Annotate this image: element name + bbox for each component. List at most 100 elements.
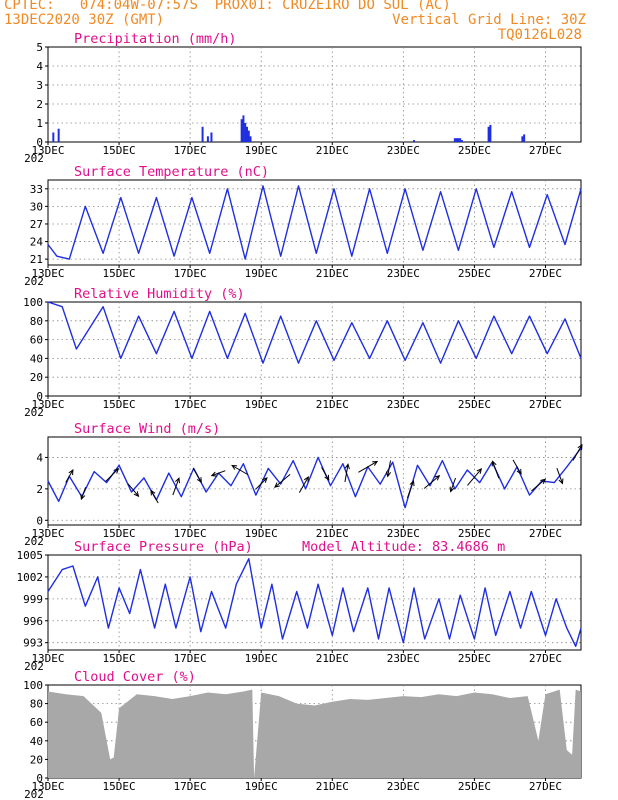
x-tick-label: 23DEC (387, 267, 420, 280)
wind-arrow (127, 483, 140, 498)
precip-bar (244, 123, 247, 142)
x-tick-label: 19DEC (245, 144, 278, 157)
wind-arrow (385, 460, 392, 478)
x-tick-label: 21DEC (316, 527, 349, 540)
x-tick-label: 25DEC (458, 780, 491, 793)
wind-arrow-head (449, 486, 455, 493)
y-tick-label: 80 (30, 315, 43, 328)
series-line (47, 558, 582, 647)
x-tick-label: 23DEC (387, 652, 420, 665)
wind-arrow (358, 460, 379, 473)
wind-arrow (449, 477, 457, 493)
cloud-cover-area (48, 689, 581, 778)
wind-arrow-shaft (192, 467, 202, 483)
precip-bar (489, 124, 492, 142)
y-tick-label: 0 (36, 772, 43, 785)
y-tick-label: 60 (30, 716, 43, 729)
panel-annotation: Model Altitude: 83.4686 m (302, 539, 505, 555)
wind-arrow (210, 470, 226, 477)
wind-arrow-head (196, 477, 202, 484)
wind-arrow-head (113, 467, 120, 474)
wind-arrow-shaft (274, 474, 291, 488)
wind-arrow-shaft (572, 444, 583, 461)
wind-arrow-shaft (105, 468, 119, 482)
panel-title: Precipitation (mm/h) (74, 31, 237, 47)
wind-arrow-shaft (423, 475, 440, 489)
y-tick-label: 40 (30, 735, 43, 748)
wind-arrow-head (175, 477, 180, 484)
series-line (47, 447, 582, 509)
y-tick-label: 999 (23, 593, 43, 606)
x-tick-label: 21DEC (316, 267, 349, 280)
x-tick-label: 21DEC (316, 144, 349, 157)
wind-arrow (531, 478, 547, 492)
x-tick-label: 15DEC (103, 398, 136, 411)
panel-frame (47, 301, 582, 397)
wind-arrow-head (540, 478, 547, 485)
wind-arrow-head (577, 443, 583, 450)
wind-arrow-shaft (492, 461, 500, 479)
panel-6: 0 20 40 60 80 100 13DEC 15DEC 17DEC 19DEC 21DEC 23D… (23, 669, 582, 800)
wind-arrow (231, 464, 248, 475)
x-tick-label: 15DEC (103, 144, 136, 157)
wind-arrow-head (476, 468, 483, 474)
source-label: CPTEC: (4, 0, 55, 13)
x-tick-label: 13DEC (31, 780, 64, 793)
x-tick-label: 25DEC (458, 144, 491, 157)
x-tick-label: 25DEC (458, 398, 491, 411)
x-tick-label: 23DEC (387, 398, 420, 411)
wind-arrow (80, 487, 87, 501)
wind-arrow-shaft (298, 476, 309, 493)
x-tick-label: 13DEC (31, 652, 64, 665)
x-tick-label: 13DEC (31, 527, 64, 540)
year-label: 202 (24, 535, 44, 548)
x-tick-label: 21DEC (316, 398, 349, 411)
precip-bar (521, 136, 524, 142)
y-tick-label: 20 (30, 753, 43, 766)
x-tick-label: 27DEC (529, 527, 562, 540)
x-tick-label: 21DEC (316, 780, 349, 793)
wind-arrow-head (344, 463, 350, 470)
wind-arrow (105, 467, 120, 482)
wind-arrow-head (231, 464, 238, 470)
wind-arrow-head (558, 478, 564, 485)
wind-arrow-shaft (150, 490, 159, 504)
coords-label: 074:04W-07:57S (79, 0, 198, 13)
wind-arrow-head (516, 468, 522, 475)
x-tick-label: 19DEC (245, 398, 278, 411)
y-tick-label: 21 (30, 253, 43, 266)
y-tick-label: 4 (36, 451, 43, 464)
x-tick-label: 25DEC (458, 267, 491, 280)
wind-arrow-shaft (387, 460, 392, 477)
precip-bar (52, 132, 55, 142)
panel-title: Relative Humidity (%) (74, 286, 245, 302)
wind-arrow-head (133, 491, 140, 498)
y-tick-label: 5 (36, 41, 43, 54)
y-tick-label: 30 (30, 200, 43, 213)
wind-arrow (192, 467, 202, 484)
precip-bar (523, 134, 526, 142)
year-label: 202 (24, 152, 44, 165)
x-tick-label: 17DEC (174, 780, 207, 793)
wind-arrow-shaft (80, 487, 87, 500)
y-tick-label: 2 (36, 483, 43, 496)
x-tick-label: 13DEC (31, 398, 64, 411)
wind-arrow-head (274, 482, 280, 488)
precip-bar (201, 126, 204, 142)
y-tick-label: 33 (30, 183, 43, 196)
panel-title: Cloud Cover (%) (74, 669, 196, 685)
x-tick-label: 17DEC (174, 527, 207, 540)
wind-arrow-head (68, 469, 74, 476)
wind-arrow-shaft (255, 477, 268, 490)
wind-arrow (172, 477, 180, 496)
x-tick-label: 19DEC (245, 267, 278, 280)
precip-bar (457, 138, 460, 142)
wind-arrow-shaft (344, 464, 349, 483)
precip-bar (487, 126, 490, 142)
y-tick-label: 20 (30, 371, 43, 384)
precip-bar (455, 138, 458, 142)
wind-arrow-head (372, 460, 379, 466)
y-tick-label: 993 (23, 637, 43, 650)
x-tick-label: 15DEC (103, 527, 136, 540)
wind-arrow-shaft (231, 465, 248, 475)
